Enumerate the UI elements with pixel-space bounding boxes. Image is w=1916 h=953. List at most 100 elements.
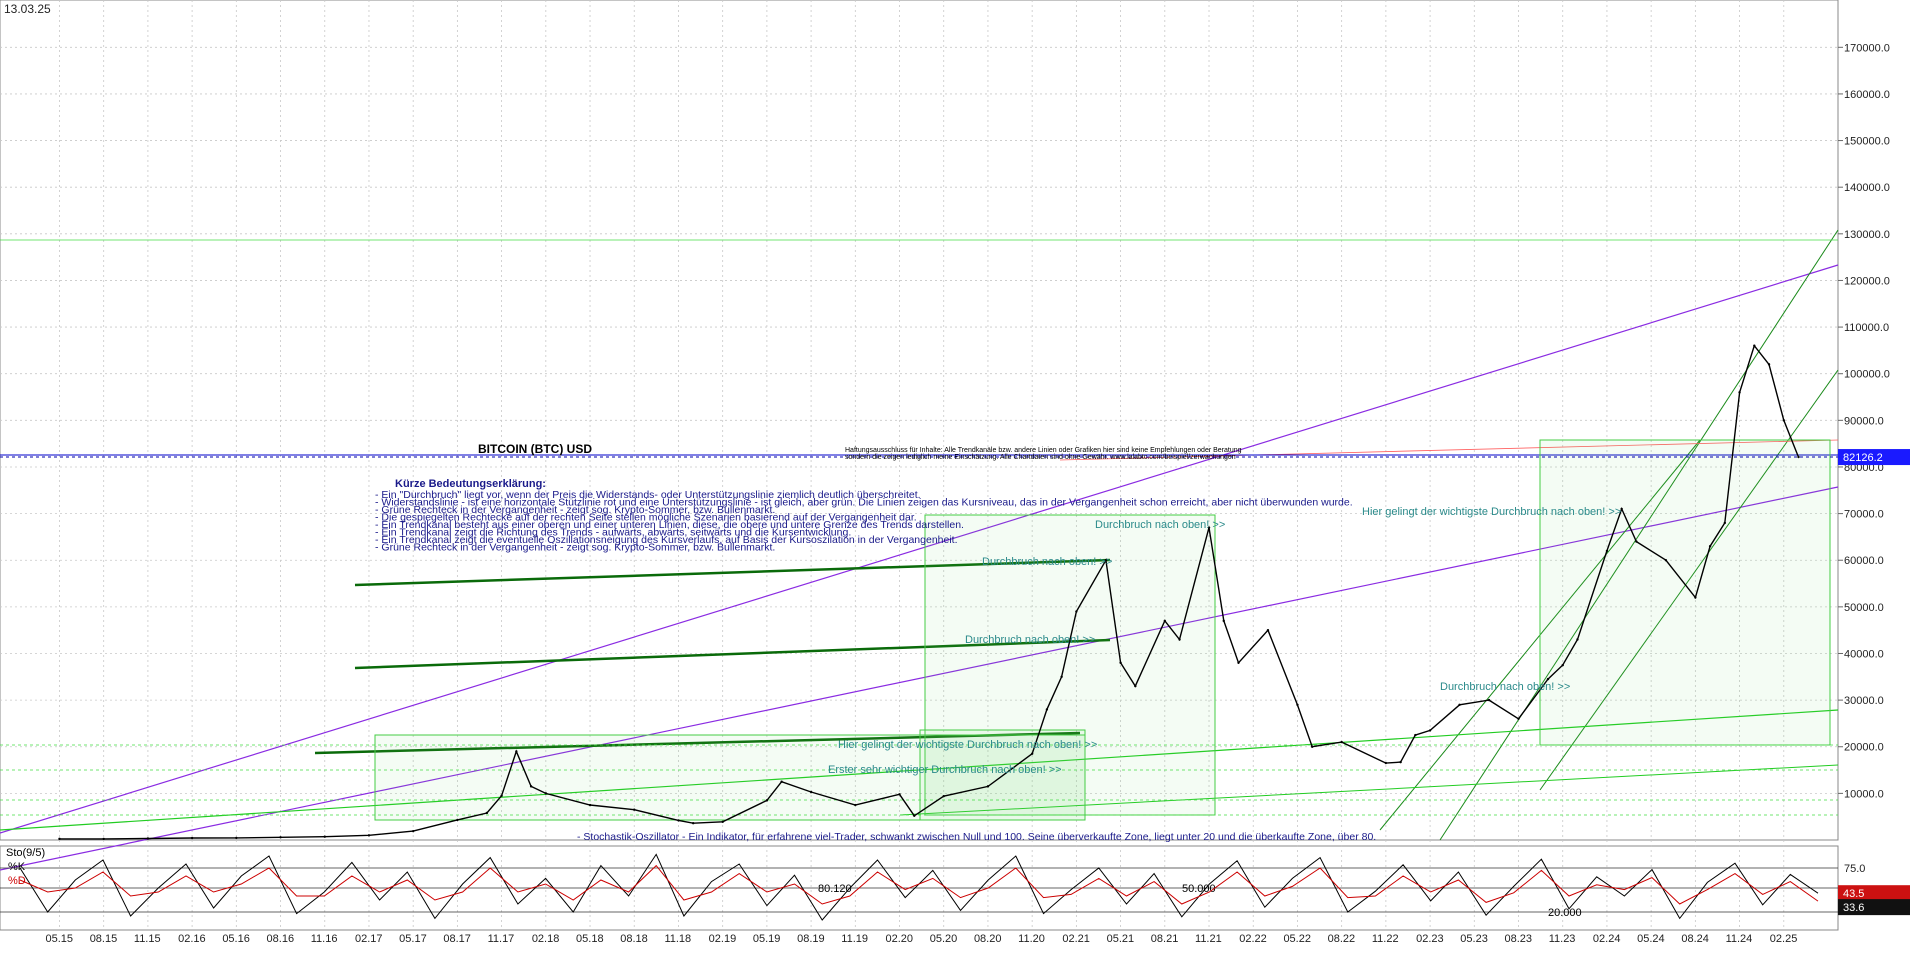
price-point (529, 785, 533, 788)
legend-line: - Die gespiegelten Rechtecke auf der rec… (375, 512, 917, 524)
price-point (102, 837, 105, 841)
y-tick-label: 130000.0 (1844, 229, 1890, 241)
trend-line (0, 486, 1839, 871)
price-point (809, 790, 813, 794)
chart-title: BITCOIN (BTC) USD (478, 442, 592, 456)
price-point (1782, 419, 1785, 422)
price-point (1384, 761, 1388, 765)
x-tick-label: 08.17 (443, 933, 471, 945)
price-point (633, 808, 636, 811)
price-point (1414, 733, 1417, 737)
stochastic-d-line (19, 864, 1819, 905)
x-tick-label: 05.24 (1637, 933, 1665, 945)
x-tick-label: 08.22 (1328, 933, 1356, 945)
price-point (1045, 708, 1049, 711)
price-point (1487, 698, 1491, 702)
y-tick-label: 60000.0 (1844, 555, 1884, 567)
legend-line: - Grüne Rechteck in der Vergangenheit - … (375, 542, 775, 554)
grid (0, 0, 1838, 930)
price-point (1030, 752, 1034, 755)
annotation: Erster sehr wichtiger Durchbruch nach ob… (828, 764, 1062, 776)
x-tick-label: 11.23 (1549, 933, 1576, 945)
y-tick-label: 150000.0 (1844, 136, 1890, 148)
x-tick-label: 11.21 (1195, 933, 1222, 945)
x-tick-label: 08.24 (1681, 933, 1709, 945)
x-tick-label: 02.22 (1239, 933, 1267, 945)
x-tick-label: 11.24 (1726, 933, 1753, 945)
x-tick-label: 02.17 (355, 933, 383, 945)
trend-line (354, 558, 1111, 587)
x-tick-label: 05.17 (399, 933, 427, 945)
x-tick-label: 08.15 (90, 933, 118, 945)
price-point (1266, 628, 1270, 632)
price-point (58, 837, 61, 841)
price-series-line (59, 344, 1800, 840)
y-tick-label: 100000.0 (1844, 369, 1890, 381)
x-tick-label: 05.19 (753, 933, 781, 945)
price-point (1178, 638, 1181, 641)
price-point (1605, 549, 1609, 553)
legend-line: - Ein Trendkanal zeigt die Richtung des … (375, 527, 851, 539)
price-point (146, 837, 150, 840)
stochastic-tick-label: 50.000 (1182, 883, 1216, 895)
y-tick-label: 20000.0 (1844, 742, 1884, 754)
price-point (691, 822, 695, 825)
price-point (1664, 559, 1668, 562)
annotation: Hier gelingt der wichtigste Durchbruch n… (838, 739, 1097, 751)
x-tick-label: 11.18 (664, 933, 691, 945)
x-tick-label: 08.19 (797, 933, 825, 945)
trend-lines (0, 229, 1839, 871)
price-point (1060, 675, 1063, 678)
bull-market-rect (1539, 439, 1831, 746)
price-point (1222, 619, 1225, 623)
price-point (898, 793, 901, 796)
y-tick-label: 160000.0 (1844, 89, 1890, 101)
price-point (485, 811, 489, 815)
price-point (677, 819, 680, 822)
annotation: Durchbruch nach oben! >> (965, 634, 1095, 646)
price-point (1458, 703, 1461, 706)
price-point (1576, 638, 1579, 641)
price-point (515, 750, 518, 753)
price-point (367, 834, 371, 837)
x-tick-label: 11.22 (1372, 933, 1399, 945)
price-point (1546, 677, 1550, 681)
price-point (1797, 455, 1800, 459)
price-point (190, 836, 194, 840)
x-tick-label: 02.19 (709, 933, 737, 945)
price-point (1075, 610, 1078, 613)
legend-line: - Ein Trendkanal besteht aus einer obere… (375, 519, 964, 531)
price-point (588, 803, 592, 807)
price-point (1517, 717, 1520, 720)
x-tick-label: 11.16 (311, 933, 338, 945)
y-tick-label: 120000.0 (1844, 275, 1890, 287)
y-tick-label: 30000.0 (1844, 695, 1884, 707)
x-tick-label: 05.23 (1460, 933, 1488, 945)
trend-line (0, 264, 1839, 834)
stochastic-label: Sto(9/5) (6, 847, 45, 859)
stochastic-k-box (1838, 885, 1910, 902)
price-point (235, 836, 238, 840)
y-tick-label: 110000.0 (1844, 322, 1889, 334)
price-point (780, 780, 783, 783)
price-point (1620, 507, 1623, 511)
x-tick-label: 08.16 (267, 933, 295, 945)
price-point (1340, 740, 1343, 744)
x-tick-label: 02.23 (1416, 933, 1444, 945)
y-tick-label: 70000.0 (1844, 509, 1884, 521)
legend-line: - Ein "Durchbruch" liegt vor, wenn der P… (375, 489, 921, 501)
stochastic-d-box (1838, 899, 1910, 916)
stochastic-peak-label: 80.120 (818, 883, 852, 895)
x-tick-label: 02.16 (178, 933, 206, 945)
price-point (1723, 521, 1727, 525)
x-tick-label: 02.21 (1062, 933, 1090, 945)
stochastic-note: - Stochastik-Oszillator - Ein Indikator,… (577, 831, 1376, 843)
x-tick-label: 02.25 (1770, 933, 1798, 945)
x-tick-label: 11.19 (841, 933, 868, 945)
x-tick-label: 02.24 (1593, 933, 1621, 945)
trend-line (354, 638, 1111, 670)
price-point (913, 814, 916, 817)
price-point (544, 792, 548, 795)
price-point (765, 799, 769, 802)
disclaimer-line: Haftungsausschluss für Inhalte: Alle Tre… (845, 447, 1242, 454)
